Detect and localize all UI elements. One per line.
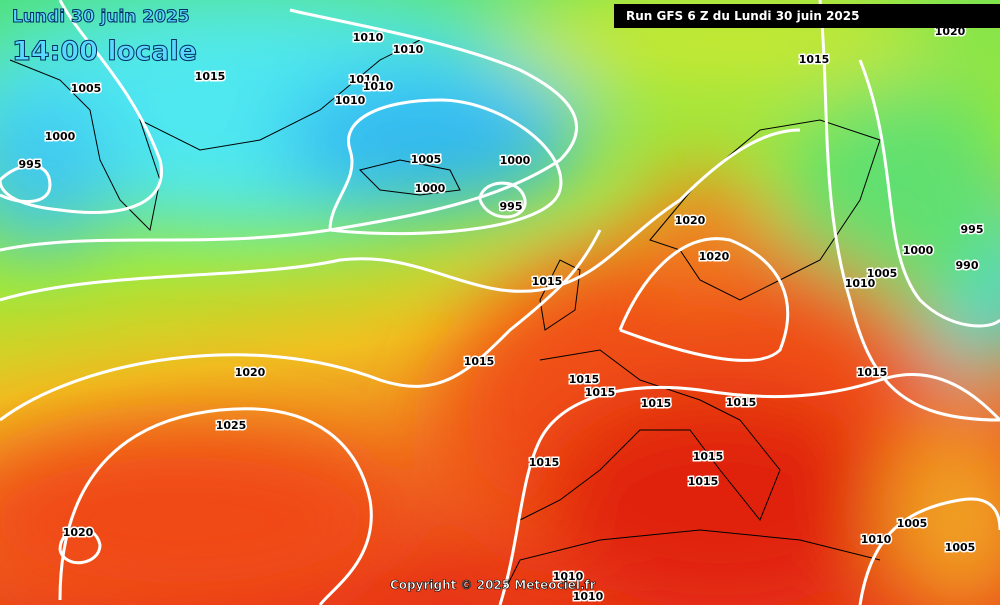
isobar-label: 1000 xyxy=(415,182,446,195)
isobar-label: 1010 xyxy=(861,533,892,546)
isobar-label: 1005 xyxy=(945,541,976,554)
isobar-label: 1000 xyxy=(903,244,934,257)
isobar-label: 1005 xyxy=(867,267,898,280)
isobar-label: 995 xyxy=(19,158,42,171)
isobar-label: 1015 xyxy=(195,70,226,83)
isobar-label: 1010 xyxy=(553,570,584,583)
isobar-label: 1015 xyxy=(726,396,757,409)
isobar-label: 1015 xyxy=(529,456,560,469)
isobar-label: 1015 xyxy=(464,355,495,368)
isobar-label: 1000 xyxy=(45,130,76,143)
isobar-label: 995 xyxy=(961,223,984,236)
isobar-label: 1010 xyxy=(845,277,876,290)
run-label: Run GFS 6 Z du Lundi 30 juin 2025 xyxy=(626,9,859,23)
isobar-label: 1015 xyxy=(532,275,563,288)
date-label: Lundi 30 juin 2025 xyxy=(12,7,190,27)
isobar-label: 1020 xyxy=(235,366,266,379)
isobar-label: 1010 xyxy=(353,31,384,44)
isobar-label: 1015 xyxy=(799,53,830,66)
isobar-label: 1020 xyxy=(675,214,706,227)
run-box xyxy=(614,4,1000,28)
isobar-label: 1020 xyxy=(63,526,94,539)
isobar-label: 1000 xyxy=(500,154,531,167)
isobar-label: 1010 xyxy=(363,80,394,93)
isobar-labels: 1010 1010 1015 1005 1010 1010 1010 1000 … xyxy=(17,24,985,605)
isobar-label: 1010 xyxy=(393,43,424,56)
isobar-label: 995 xyxy=(500,200,523,213)
isobar-label: 1015 xyxy=(857,366,888,379)
isobar-label: 1010 xyxy=(349,73,380,86)
isobar-label: 1010 xyxy=(335,94,366,107)
isobar-label: 1015 xyxy=(585,386,616,399)
isobar-label: 1015 xyxy=(569,373,600,386)
isobar-label: 1025 xyxy=(216,419,247,432)
isobar-label: 1020 xyxy=(699,250,730,263)
isobar-label: 1015 xyxy=(688,475,719,488)
copyright: Copyright © 2025 Meteociel.fr xyxy=(390,578,596,592)
isobar-label: 1015 xyxy=(641,397,672,410)
isobar-label: 1005 xyxy=(897,517,928,530)
isobar-label: 990 xyxy=(956,259,979,272)
isobar-label: 1015 xyxy=(693,450,724,463)
isobar-label: 1005 xyxy=(71,82,102,95)
isobar-label: 1010 xyxy=(573,590,604,603)
time-label: 14:00 locale xyxy=(12,36,197,67)
isobar-label: 1005 xyxy=(411,153,442,166)
